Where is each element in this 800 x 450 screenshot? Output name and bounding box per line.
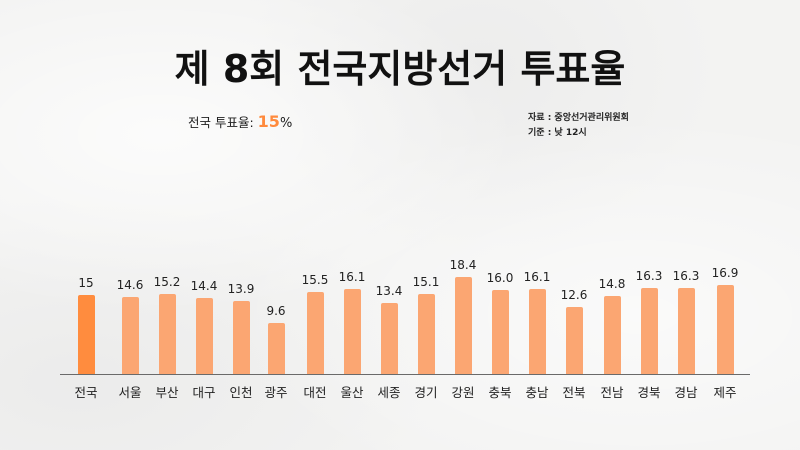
- bar-value-label: 15.2: [153, 274, 181, 289]
- bar-value-label: 13.4: [375, 284, 403, 299]
- category-label: 경남: [674, 385, 698, 400]
- basis-line: 기준 : 낮 12시: [528, 128, 587, 138]
- category-label: 전남: [600, 385, 624, 400]
- bar-0: [77, 294, 95, 374]
- category-label: 경기: [414, 385, 438, 400]
- category-label: 전국: [74, 385, 98, 400]
- bar-8: [380, 303, 398, 374]
- bar-16: [677, 287, 695, 374]
- bar-value-label: 14.6: [116, 277, 144, 292]
- bar-4: [232, 300, 250, 374]
- bar-value-label: 14.8: [598, 276, 626, 291]
- bar-15: [640, 287, 658, 374]
- national-turnout-summary: 전국 투표율: 15%: [188, 112, 292, 131]
- bar-3: [195, 297, 213, 374]
- category-label: 충북: [488, 385, 512, 400]
- category-label: 광주: [264, 385, 288, 400]
- category-label: 강원: [451, 385, 475, 400]
- source-line: 자료 : 중앙선거관리위원회: [528, 113, 629, 123]
- category-label: 충남: [525, 385, 549, 400]
- category-label: 서울: [118, 385, 142, 400]
- category-label: 인천: [229, 385, 253, 400]
- bar-7: [343, 288, 361, 374]
- category-label: 대전: [303, 385, 327, 400]
- bar-value-label: 14.4: [190, 278, 218, 293]
- chart-title: 제 8회 전국지방선거 투표율: [174, 47, 626, 91]
- bar-value-label: 15.1: [412, 275, 440, 290]
- category-label: 전북: [562, 385, 586, 400]
- category-label: 울산: [340, 385, 364, 400]
- bar-12: [528, 288, 546, 374]
- summary-unit: %: [279, 116, 293, 131]
- bar-value-label: 16.0: [486, 270, 514, 285]
- bar-9: [417, 294, 435, 374]
- bar-13: [565, 307, 583, 374]
- bar-5: [267, 323, 285, 374]
- bar-2: [158, 293, 176, 374]
- bar-value-label: 13.9: [227, 281, 255, 296]
- bar-value-label: 16.1: [338, 269, 366, 284]
- bar-value-label: 18.4: [449, 257, 477, 272]
- bar-1: [121, 296, 139, 374]
- bar-value-label: 9.6: [266, 304, 286, 319]
- bar-value-label: 16.1: [523, 269, 551, 284]
- bar-10: [454, 276, 472, 374]
- category-label: 경북: [637, 385, 661, 400]
- bar-value-label: 16.3: [635, 268, 663, 283]
- category-label: 제주: [713, 385, 737, 400]
- bar-14: [603, 295, 621, 374]
- source-note: 자료 : 중앙선거관리위원회 기준 : 낮 12시: [528, 111, 629, 141]
- bar-value-label: 15: [78, 275, 94, 290]
- summary-value: 15: [257, 112, 280, 131]
- category-label: 부산: [155, 385, 179, 400]
- summary-label: 전국 투표율:: [188, 115, 254, 130]
- bar-value-label: 15.5: [301, 273, 329, 288]
- bar-6: [306, 292, 324, 374]
- category-label: 대구: [192, 385, 216, 400]
- bar-value-label: 12.6: [560, 288, 588, 303]
- bar-value-label: 16.3: [672, 268, 700, 283]
- x-axis-line: [60, 374, 750, 375]
- bar-11: [491, 289, 509, 374]
- category-label: 세종: [377, 385, 401, 400]
- bar-value-label: 16.9: [711, 265, 739, 280]
- bar-17: [716, 284, 734, 374]
